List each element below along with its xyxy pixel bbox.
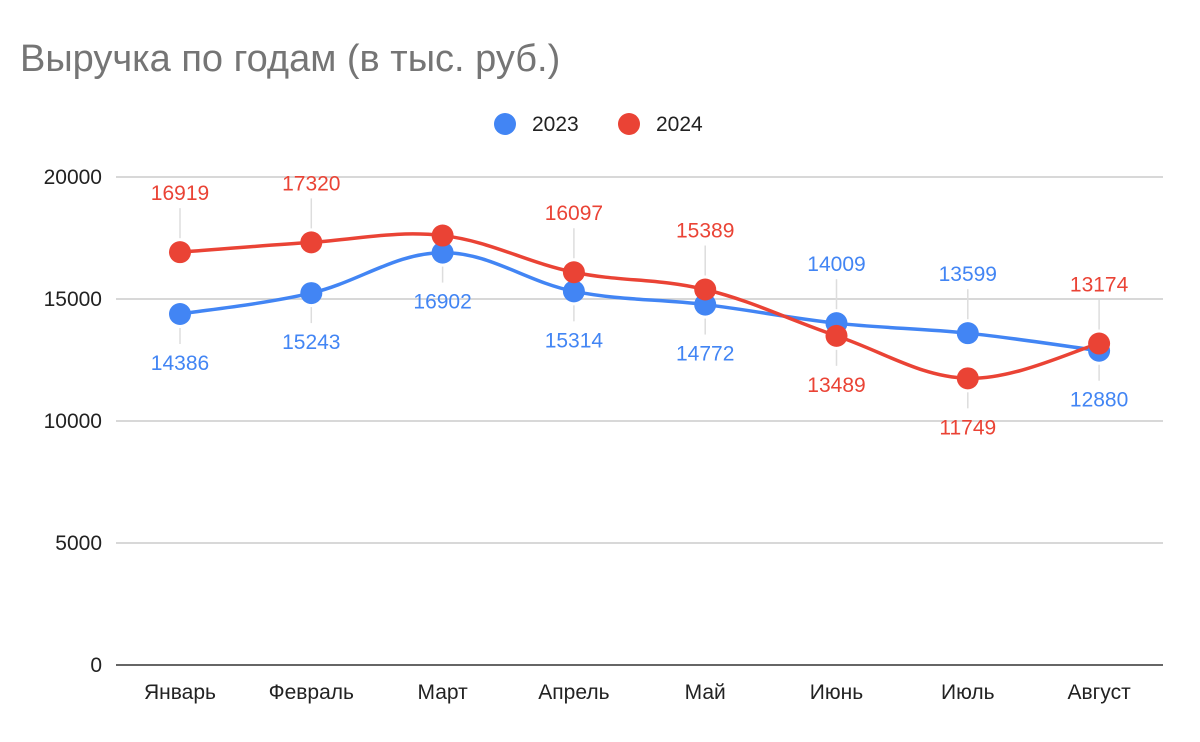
- data-label-2024-5: 15389: [676, 220, 734, 243]
- leader-lines: [179, 198, 1100, 409]
- y-tick-label-10000: 10000: [44, 410, 102, 433]
- chart-title: Выручка по годам (в тыс. руб.): [20, 38, 561, 80]
- x-tick-label-3: Март: [417, 681, 468, 704]
- series-points: [169, 224, 1111, 390]
- y-axis: 0 5000 10000 15000 20000: [44, 166, 102, 677]
- legend: 2023 2024: [494, 113, 703, 136]
- series-line-2024: [179, 232, 1100, 381]
- data-label-2024-8: 13174: [1070, 274, 1129, 297]
- point-2023-4: [562, 280, 585, 303]
- data-label-2024-7: 11749: [939, 416, 996, 439]
- point-2023-2: [300, 282, 323, 305]
- point-2023-5: [694, 293, 717, 316]
- legend-label-2024: 2024: [656, 113, 703, 136]
- y-tick-label-0: 0: [90, 654, 102, 677]
- y-tick-label-20000: 20000: [44, 166, 102, 189]
- x-tick-label-5: Май: [685, 681, 726, 704]
- point-2024-4: [562, 261, 585, 284]
- data-label-2024-4: 16097: [545, 202, 603, 225]
- x-tick-label-4: Апрель: [538, 681, 609, 704]
- point-2024-2: [300, 231, 323, 254]
- point-2024-6: [825, 324, 848, 347]
- point-2024-8: [1088, 332, 1111, 355]
- x-tick-label-8: Август: [1067, 681, 1131, 704]
- data-label-2023-6: 14009: [807, 253, 865, 276]
- point-2023-7: [956, 322, 979, 345]
- data-label-2023-1: 14386: [151, 352, 209, 375]
- x-axis: Январь Февраль Март Апрель Май Июнь Июль Август: [116, 664, 1163, 704]
- data-labels: 14386 16919 15243 17320 16902 15314 16097 14772…: [151, 172, 1129, 439]
- point-2024-1: [169, 241, 191, 264]
- data-label-2024-6: 13489: [807, 374, 865, 397]
- legend-marker-2024: [618, 113, 640, 135]
- legend-label-2023: 2023: [532, 113, 579, 136]
- data-label-2024-2: 17320: [282, 172, 340, 195]
- y-tick-label-5000: 5000: [55, 532, 102, 555]
- x-tick-label-7: Июль: [941, 681, 995, 704]
- gridlines: [116, 176, 1163, 544]
- x-tick-label-6: Июнь: [810, 681, 863, 704]
- point-2023-1: [169, 302, 191, 325]
- x-tick-label-1: Январь: [144, 681, 216, 704]
- data-label-2023-5: 14772: [676, 343, 734, 366]
- data-label-2024-1: 16919: [151, 182, 209, 205]
- legend-marker-2023: [494, 113, 516, 135]
- data-label-2023-3: 16902: [413, 291, 471, 314]
- data-label-2023-4: 15314: [545, 329, 604, 352]
- x-tick-label-2: Февраль: [269, 681, 354, 704]
- data-label-2023-8: 12880: [1070, 389, 1128, 412]
- series-line-2023: [179, 250, 1100, 353]
- series-lines: [179, 232, 1100, 381]
- y-tick-label-15000: 15000: [44, 288, 102, 311]
- point-2023-3: [431, 241, 454, 264]
- point-2024-7: [956, 367, 979, 390]
- data-label-2023-7: 13599: [939, 263, 997, 286]
- point-2024-3: [431, 224, 454, 247]
- point-2024-5: [694, 278, 717, 301]
- data-label-2023-2: 15243: [282, 331, 340, 354]
